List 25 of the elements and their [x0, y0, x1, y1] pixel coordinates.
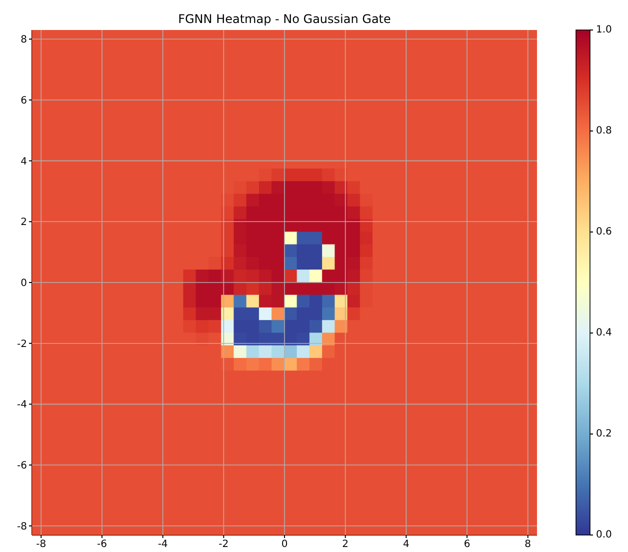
x-tick-label: 4: [403, 539, 410, 550]
color-bar-label: 1.0: [596, 24, 612, 36]
y-tick-label: -2: [17, 338, 27, 350]
color-bar-label: 0.4: [596, 328, 612, 338]
x-tick-label: 0: [281, 539, 288, 550]
color-bar-label: 0.2: [596, 428, 612, 440]
color-bar-label: 0.6: [596, 226, 612, 238]
color-bar-label: 0.0: [596, 530, 612, 540]
y-tick-label: 6: [20, 96, 27, 107]
y-tick-label: 0: [20, 278, 27, 290]
x-tick-label: -6: [96, 539, 107, 550]
y-tick-label: -8: [17, 521, 27, 532]
x-tick-label: -4: [158, 539, 168, 550]
y-tick-label: 2: [20, 217, 27, 228]
x-tick-label: -2: [218, 539, 229, 550]
y-tick-label: 4: [20, 156, 27, 168]
y-tick-label: -6: [17, 460, 27, 472]
x-tick-label: -8: [36, 539, 46, 550]
color-bar-label: 0.8: [596, 126, 612, 136]
y-tick-label: 8: [20, 34, 27, 46]
y-tick-label: -4: [17, 400, 27, 411]
x-tick-label: 2: [342, 539, 349, 550]
chart-title: FGNN Heatmap - No Gaussian Gate: [177, 12, 392, 26]
x-tick-label: 8: [524, 539, 532, 550]
x-tick-label: 6: [464, 539, 470, 550]
